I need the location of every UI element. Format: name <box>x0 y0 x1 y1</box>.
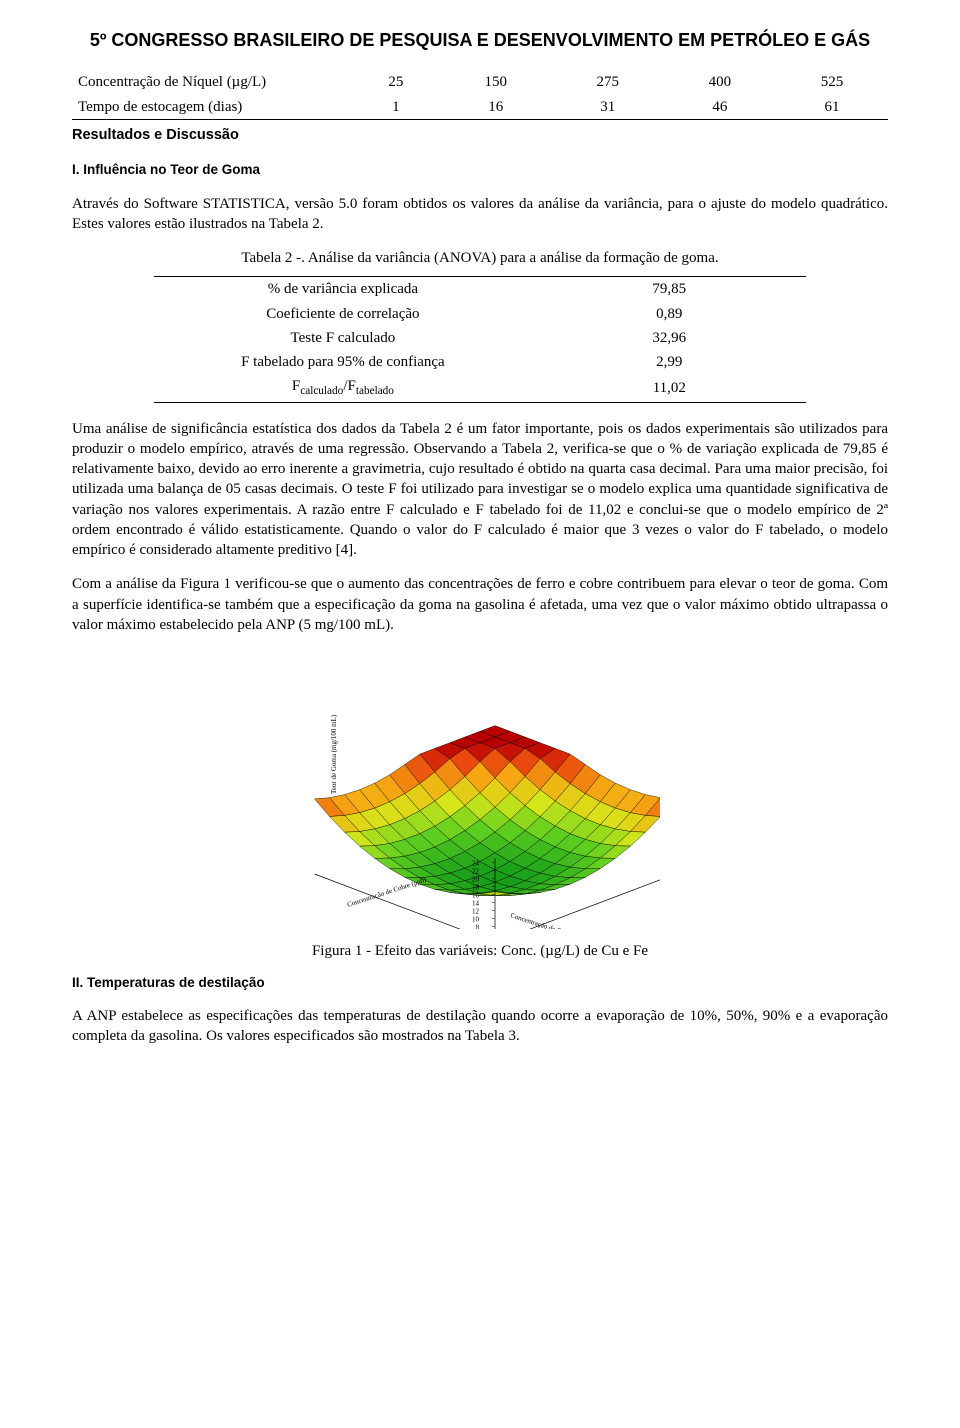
cell: 25 <box>352 70 440 94</box>
table-row: Coeficiente de correlação 0,89 <box>154 302 807 326</box>
svg-text:Concentração de Ferro (ppb): Concentração de Ferro (ppb) <box>509 911 589 929</box>
page-title: 5º CONGRESSO BRASILEIRO DE PESQUISA E DE… <box>72 28 888 52</box>
svg-text:16: 16 <box>472 891 480 899</box>
figure-1-caption: Figura 1 - Efeito das variáveis: Conc. (… <box>72 941 888 961</box>
cell-val: 0,89 <box>532 302 806 326</box>
cell-key: % de variância explicada <box>154 277 533 302</box>
svg-text:24: 24 <box>472 859 480 867</box>
subsection-heading-temperaturas: II. Temperaturas de destilação <box>72 974 888 992</box>
table-row: F tabelado para 95% de confiança 2,99 <box>154 350 807 374</box>
cell: 525 <box>776 70 888 94</box>
cell: 31 <box>552 95 664 120</box>
paragraph: Com a análise da Figura 1 verificou-se q… <box>72 574 888 635</box>
svg-text:22: 22 <box>472 867 480 875</box>
cell: 400 <box>664 70 776 94</box>
svg-text:20: 20 <box>472 875 480 883</box>
svg-text:10: 10 <box>472 915 480 923</box>
paragraph: A ANP estabelece as especificações das t… <box>72 1006 888 1047</box>
cell: 275 <box>552 70 664 94</box>
paragraph: Uma análise de significância estatística… <box>72 419 888 561</box>
paragraph: Através do Software STATISTICA, versão 5… <box>72 194 888 235</box>
table-anova: % de variância explicada 79,85 Coeficien… <box>154 276 807 402</box>
table-concentracao-niquel: Concentração de Níquel (µg/L) 25 150 275… <box>72 70 888 120</box>
section-heading-resultados: Resultados e Discussão <box>72 126 888 146</box>
cell-label: Tempo de estocagem (dias) <box>72 95 352 120</box>
svg-text:8: 8 <box>476 923 480 929</box>
cell: 1 <box>352 95 440 120</box>
subsection-heading-influencia: I. Influência no Teor de Goma <box>72 161 888 179</box>
table2-caption: Tabela 2 -. Análise da variância (ANOVA)… <box>72 248 888 268</box>
table-row: % de variância explicada 79,85 <box>154 277 807 302</box>
figure-1-surface-plot: 4681012141618202224Teor de Goma (mg/100 … <box>300 649 660 929</box>
cell-val: 79,85 <box>532 277 806 302</box>
cell-key-ratio: Fcalculado/Ftabelado <box>154 374 533 402</box>
svg-text:12: 12 <box>472 907 480 915</box>
cell-key: Teste F calculado <box>154 326 533 350</box>
table-row: Tempo de estocagem (dias) 1 16 31 46 61 <box>72 95 888 120</box>
cell-key: Coeficiente de correlação <box>154 302 533 326</box>
figure-1-wrap: 4681012141618202224Teor de Goma (mg/100 … <box>72 649 888 935</box>
cell-key: F tabelado para 95% de confiança <box>154 350 533 374</box>
cell-val: 32,96 <box>532 326 806 350</box>
table-row: Teste F calculado 32,96 <box>154 326 807 350</box>
table-row: Concentração de Níquel (µg/L) 25 150 275… <box>72 70 888 94</box>
cell-val: 2,99 <box>532 350 806 374</box>
cell: 46 <box>664 95 776 120</box>
svg-text:Concentração de Cobre (ppb): Concentração de Cobre (ppb) <box>346 876 428 909</box>
svg-text:18: 18 <box>472 883 480 891</box>
cell: 16 <box>440 95 552 120</box>
svg-text:14: 14 <box>472 899 480 907</box>
cell: 150 <box>440 70 552 94</box>
cell-label: Concentração de Níquel (µg/L) <box>72 70 352 94</box>
table-row: Fcalculado/Ftabelado 11,02 <box>154 374 807 402</box>
svg-text:Teor de Goma (mg/100 mL): Teor de Goma (mg/100 mL) <box>330 714 338 794</box>
cell-val: 11,02 <box>532 374 806 402</box>
cell: 61 <box>776 95 888 120</box>
